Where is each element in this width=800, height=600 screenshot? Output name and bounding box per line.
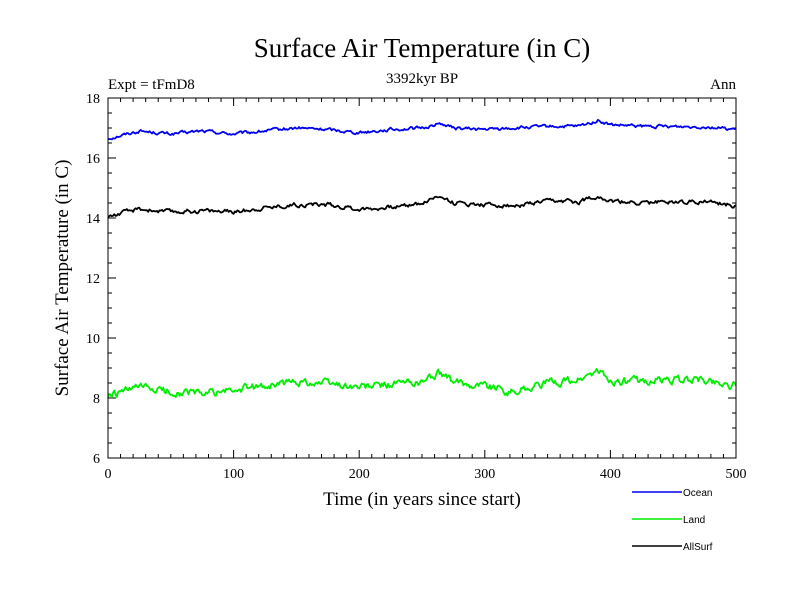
x-tick-label: 200 — [349, 467, 370, 482]
x-axis-label: Time (in years since start) — [323, 489, 521, 510]
legend-label-allsurf: AllSurf — [683, 542, 713, 553]
series-line-land — [107, 367, 737, 399]
y-tick-label: 18 — [86, 92, 100, 107]
experiment-label: Expt = tFmD8 — [108, 77, 195, 93]
legend: Ocean Land AllSurf — [632, 488, 713, 553]
series-line-ocean — [107, 119, 737, 141]
series-line-allsurf — [107, 195, 737, 218]
series-lines — [107, 119, 737, 399]
y-tick-label: 6 — [93, 452, 100, 467]
chart-title: Surface Air Temperature (in C) — [254, 33, 591, 63]
chart-subtitle: 3392kyr BP — [386, 71, 458, 87]
x-tick-label: 500 — [726, 467, 747, 482]
y-tick-label: 12 — [86, 272, 100, 287]
x-tick-label: 100 — [223, 467, 244, 482]
y-axis-label: Surface Air Temperature (in C) — [52, 160, 73, 397]
legend-label-ocean: Ocean — [683, 488, 712, 499]
x-tick-label: 0 — [105, 467, 112, 482]
axis-ticks — [107, 97, 737, 459]
tick-labels: 0 100 200 300 400 500 6 8 10 12 14 16 18 — [86, 92, 747, 482]
legend-label-land: Land — [683, 515, 705, 526]
y-tick-label: 8 — [93, 392, 100, 407]
y-tick-label: 16 — [86, 152, 100, 167]
x-tick-label: 300 — [474, 467, 495, 482]
plot-frame — [107, 97, 737, 459]
period-label: Ann — [710, 77, 736, 93]
y-tick-label: 10 — [86, 332, 100, 347]
x-tick-label: 400 — [600, 467, 621, 482]
y-tick-label: 14 — [86, 212, 100, 227]
